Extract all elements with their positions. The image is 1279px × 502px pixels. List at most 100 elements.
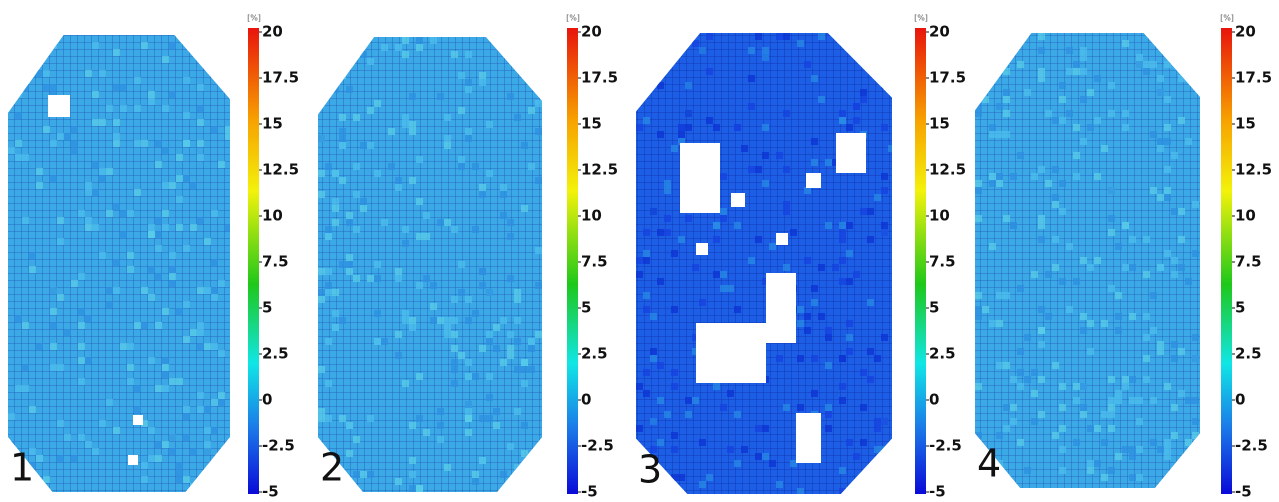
map-cell (318, 408, 325, 415)
colorbar (915, 28, 926, 494)
map-cell (1017, 439, 1024, 446)
map-cell (169, 273, 176, 280)
map-cell (472, 310, 479, 317)
map-cell (360, 51, 367, 58)
map-cell (332, 79, 339, 86)
map-cell (783, 208, 790, 215)
map-cell (706, 474, 713, 481)
map-cell (1178, 208, 1185, 215)
map-cell (1059, 208, 1066, 215)
map-cell (465, 359, 472, 366)
strain-map-panel: 1 [%]20 17.5 15 12.5 10 7.5 5 2.5 0 -2.5 -5 (8, 14, 299, 501)
map-cell (99, 70, 106, 77)
colorbar-tick-label: 15 (929, 115, 950, 133)
map-cell (706, 117, 713, 124)
map-cell (1129, 453, 1136, 460)
colorbar-tick-label: 2.5 (929, 345, 956, 363)
map-cell (486, 394, 493, 401)
map-area (636, 33, 892, 494)
map-cell (860, 96, 867, 103)
map-cell (388, 128, 395, 135)
map-cell (155, 455, 162, 462)
map-cell (500, 191, 507, 198)
map-cell (1003, 362, 1010, 369)
map-cell (720, 173, 727, 180)
map-cell (664, 411, 671, 418)
map-cell (134, 105, 141, 112)
map-cell (197, 105, 204, 112)
map-cell (1059, 96, 1066, 103)
map-cell (381, 338, 388, 345)
map-cell (430, 37, 437, 44)
map-cell (339, 261, 346, 268)
map-cell (989, 243, 996, 250)
map-cell (211, 210, 218, 217)
map-cell (671, 446, 678, 453)
map-cell (71, 140, 78, 147)
map-cell (155, 322, 162, 329)
colorbar-tick-label: 20 (581, 23, 602, 41)
map-cell (636, 89, 643, 96)
map-cell (148, 455, 155, 462)
map-cell (1087, 264, 1094, 271)
map-cell (106, 301, 113, 308)
panel-label: 4 (977, 442, 1001, 486)
map-cell (811, 285, 818, 292)
map-cell (416, 485, 423, 492)
map-cell (493, 422, 500, 429)
map-cell (1122, 40, 1129, 47)
map-cell (1087, 348, 1094, 355)
map-cell (1192, 432, 1199, 439)
map-cell (85, 315, 92, 322)
map-cell (713, 222, 720, 229)
map-cell (1164, 138, 1171, 145)
map-cell (1150, 187, 1157, 194)
map-cell (99, 420, 106, 427)
map-cell (1101, 439, 1108, 446)
map-cell (1136, 446, 1143, 453)
map-cell (444, 219, 451, 226)
map-cell (860, 40, 867, 47)
map-cell (409, 324, 416, 331)
colorbar-tick-label: 17.5 (1235, 69, 1272, 87)
map-cell (92, 42, 99, 49)
map-cell (811, 75, 818, 82)
map-cell (832, 159, 839, 166)
colorbar-tick-label: -5 (1235, 483, 1252, 501)
map-cell (692, 264, 699, 271)
map-cell (853, 271, 860, 278)
map-cell (671, 383, 678, 390)
map-cell (346, 422, 353, 429)
map-cell (671, 432, 678, 439)
map-cell (50, 364, 57, 371)
map-cell (1192, 201, 1199, 208)
map-cell (521, 485, 528, 492)
map-cell (657, 131, 664, 138)
map-cell (643, 292, 650, 299)
map-cell (353, 275, 360, 282)
map-cell (395, 331, 402, 338)
map-cell (1080, 327, 1087, 334)
colorbar-tick-label: -2.5 (262, 437, 295, 455)
map-cell (218, 392, 225, 399)
strain-map (975, 33, 1200, 488)
map-cell (650, 418, 657, 425)
map-cell (867, 299, 874, 306)
map-cell (664, 180, 671, 187)
map-cell (755, 425, 762, 432)
map-cell (664, 229, 671, 236)
map-cell (1129, 264, 1136, 271)
map-cell (43, 476, 50, 483)
map-cell (1150, 131, 1157, 138)
map-cell (325, 282, 332, 289)
map-cell (762, 180, 769, 187)
map-cell (444, 331, 451, 338)
map-cell (797, 320, 804, 327)
map-cell (1052, 194, 1059, 201)
map-cell (643, 369, 650, 376)
map-cell (134, 77, 141, 84)
map-cell (423, 212, 430, 219)
map-cell (458, 72, 465, 79)
map-cell (29, 462, 36, 469)
map-cell (528, 51, 535, 58)
